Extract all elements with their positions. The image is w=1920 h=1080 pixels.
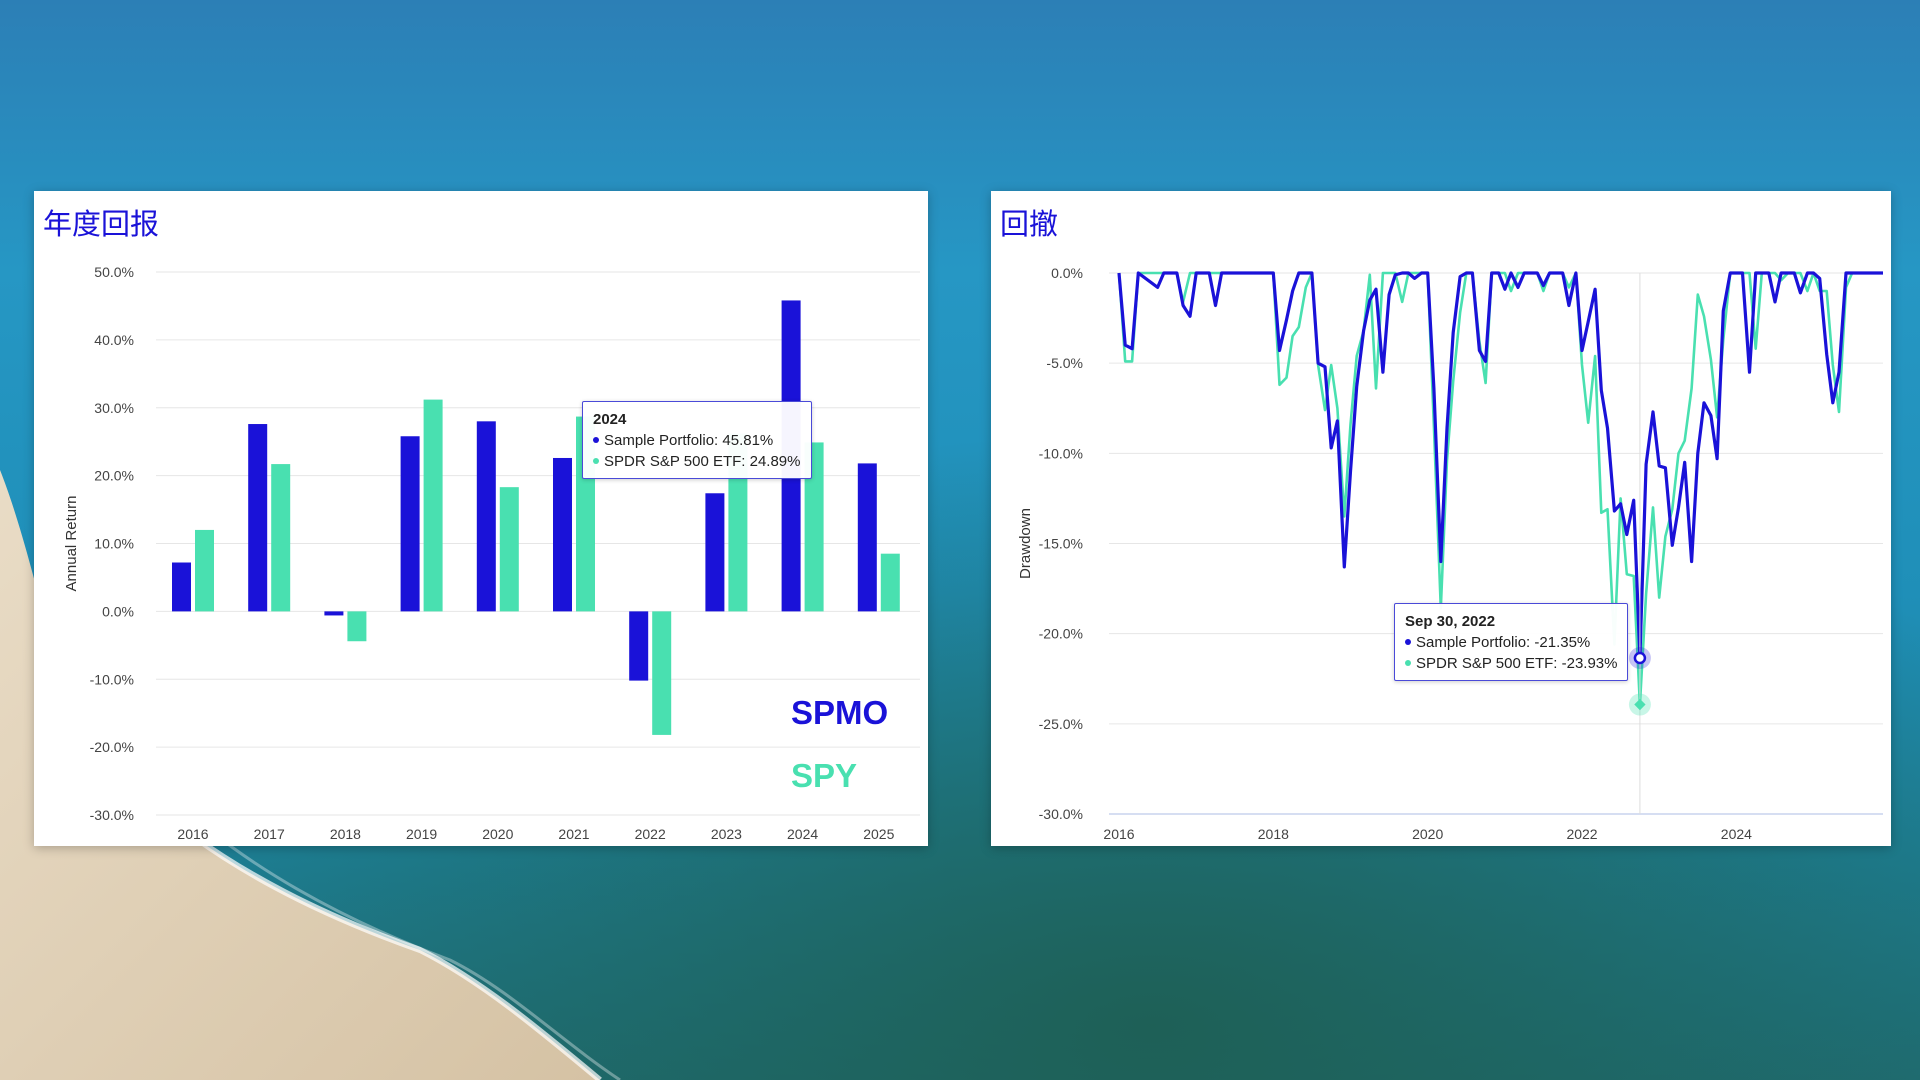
annual-return-title: 年度回报 (43, 207, 160, 241)
annual-return-panel: 年度回报 -30.0% -20.0% -10.0% 0.0% 10.0% 20.0% 30.… (34, 191, 928, 846)
y-tick-label: 30.0% (94, 400, 134, 416)
line-tooltip-spy-text: SPDR S&P 500 ETF: -23.93% (1416, 655, 1618, 672)
x-tick-label: 2016 (1103, 826, 1134, 842)
x-tick-label: 2020 (1412, 826, 1443, 842)
bar-portfolio (248, 424, 268, 612)
y-tick-label: -10.0% (90, 671, 134, 687)
y-tick-label: -25.0% (1039, 716, 1083, 732)
bar-tooltip-spy-text: SPDR S&P 500 ETF: 24.89% (604, 453, 801, 470)
annual-return-chart: -30.0% -20.0% -10.0% 0.0% 10.0% 20.0% 30.0% 40.… (63, 264, 920, 842)
bar-portfolio (172, 562, 191, 612)
bar-tooltip-portfolio: Sample Portfolio: 45.81% (593, 430, 801, 451)
line-tooltip-portfolio-text: Sample Portfolio: -21.35% (1416, 634, 1591, 651)
y-axis-label: Annual Return (63, 496, 80, 592)
bar-spy (271, 464, 291, 612)
y-tick-label: 10.0% (94, 536, 134, 552)
spy-dot-icon (593, 458, 599, 465)
portfolio-dot-icon (1405, 639, 1411, 646)
bar-portfolio (476, 421, 496, 612)
y-tick-label: 0.0% (102, 603, 134, 619)
x-tick-label: 2022 (635, 826, 666, 842)
bar-tooltip: 2024 Sample Portfolio: 45.81% SPDR S&P 5… (582, 401, 812, 479)
y-tick-label: -20.0% (1039, 626, 1083, 642)
y-tick-label: 20.0% (94, 468, 134, 484)
x-tick-label: 2019 (406, 826, 437, 842)
x-tick-label: 2018 (330, 826, 361, 842)
drawdown-title: 回撤 (1000, 207, 1059, 241)
ticker-spmo-label: SPMO (791, 694, 889, 731)
bar-portfolio (629, 611, 649, 681)
x-tick-label: 2024 (1721, 826, 1752, 842)
bar-spy (880, 553, 900, 612)
ticker-spy-label: SPY (791, 757, 858, 794)
x-tick-label: 2016 (177, 826, 208, 842)
y-tick-label: -15.0% (1039, 536, 1083, 552)
line-tooltip-spy: SPDR S&P 500 ETF: -23.93% (1405, 653, 1617, 674)
bar-portfolio (324, 611, 344, 616)
x-tick-label: 2023 (711, 826, 742, 842)
y-axis-label: Drawdown (1017, 508, 1034, 579)
x-tick-label: 2020 (482, 826, 513, 842)
bar-spy (423, 399, 443, 612)
y-tick-label: -10.0% (1039, 445, 1083, 461)
bar-spy (499, 487, 519, 612)
line-tooltip: Sep 30, 2022 Sample Portfolio: -21.35% S… (1394, 603, 1629, 681)
bar-portfolio (553, 457, 572, 612)
x-tick-label: 2018 (1258, 826, 1289, 842)
x-tick-label: 2025 (863, 826, 894, 842)
y-tick-label: 50.0% (94, 264, 134, 280)
y-tick-label: 40.0% (94, 332, 134, 348)
x-tick-label: 2021 (558, 826, 589, 842)
bar-spy (195, 529, 214, 612)
line-tooltip-title: Sep 30, 2022 (1405, 613, 1496, 630)
portfolio-dot-icon (593, 437, 599, 444)
y-tick-label: -20.0% (90, 739, 134, 755)
bar-portfolio (857, 463, 877, 612)
y-tick-label: 0.0% (1051, 265, 1083, 281)
hover-marker-spy (1634, 698, 1646, 711)
drawdown-chart: -30.0% -25.0% -20.0% -15.0% -10.0% -5.0% 0.0% 2… (1017, 265, 1883, 842)
x-tick-label: 2017 (254, 826, 285, 842)
y-tick-label: -30.0% (90, 807, 134, 823)
x-tick-label: 2022 (1566, 826, 1597, 842)
y-tick-label: -5.0% (1046, 355, 1083, 371)
spy-dot-icon (1405, 660, 1411, 667)
bar-portfolio (400, 436, 420, 612)
line-portfolio (1117, 271, 1883, 660)
y-tick-label: -30.0% (1039, 806, 1083, 822)
bar-tooltip-title: 2024 (593, 411, 627, 428)
bar-spy (804, 442, 824, 612)
line-tooltip-portfolio: Sample Portfolio: -21.35% (1405, 632, 1617, 653)
x-tick-label: 2024 (787, 826, 818, 842)
bar-spy (652, 611, 672, 735)
bar-tooltip-portfolio-text: Sample Portfolio: 45.81% (604, 432, 774, 449)
bar-portfolio (705, 493, 725, 612)
hover-marker-portfolio (1633, 651, 1647, 665)
drawdown-panel: 回撤 -30.0% -25.0% -20.0% -15.0% -10.0% -5.0% 0.… (991, 191, 1891, 846)
bar-spy (347, 611, 367, 642)
bar-tooltip-spy: SPDR S&P 500 ETF: 24.89% (593, 451, 801, 472)
